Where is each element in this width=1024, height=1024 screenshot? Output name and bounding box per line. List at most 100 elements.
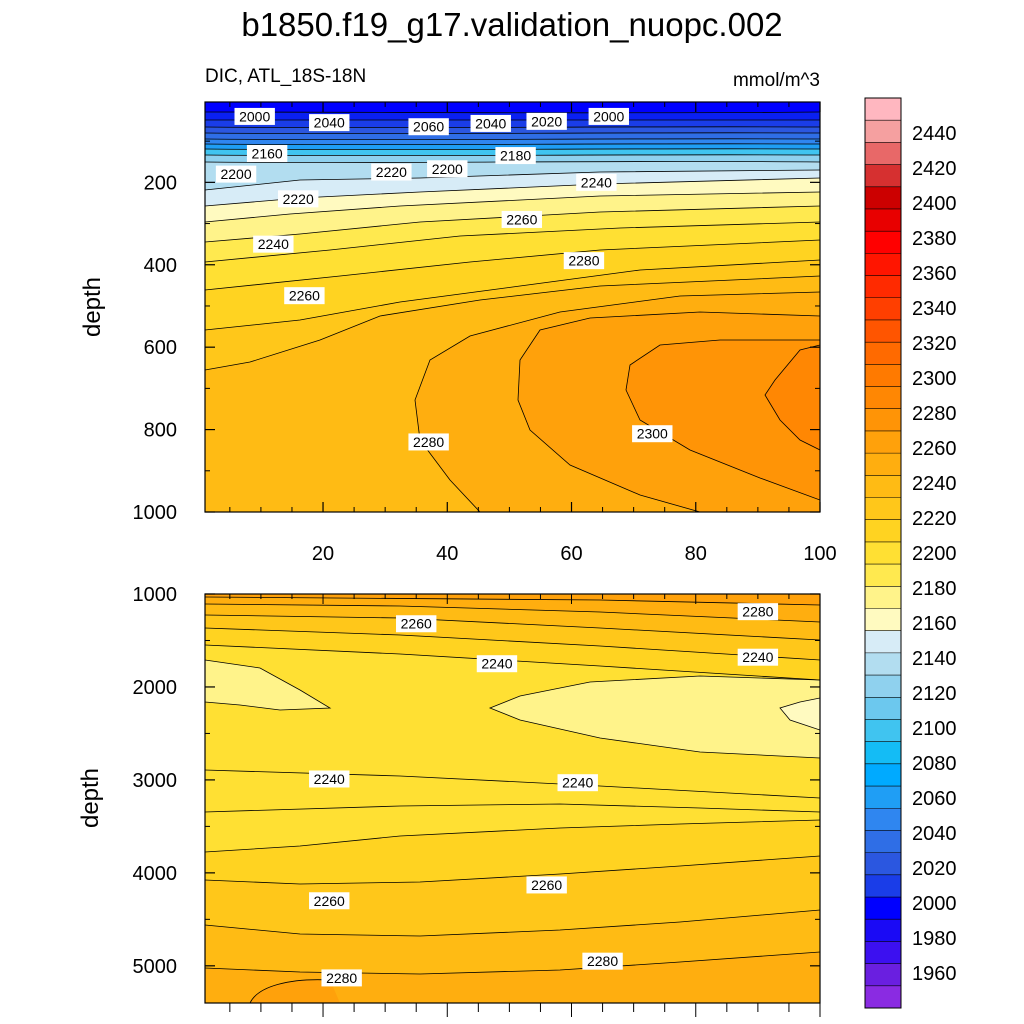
- colorbar-swatch: [865, 541, 901, 565]
- upper-contour-line: [414, 291, 820, 512]
- colorbar-label: 2440: [912, 123, 957, 145]
- contour-label: 2280: [742, 604, 773, 620]
- colorbar-swatch: [865, 253, 901, 276]
- colorbar-swatch: [865, 985, 901, 1009]
- upper-band-2060: [205, 127, 820, 133]
- lower-contour-line: [205, 909, 820, 937]
- colorbar-label: 2060: [912, 788, 957, 810]
- colorbar-swatch: [865, 697, 901, 720]
- colorbar-swatch: [865, 386, 901, 410]
- upper-contour-line: [205, 191, 820, 223]
- colorbar-swatch: [865, 630, 901, 654]
- contour-label: 2240: [562, 775, 593, 791]
- contour-label: 2260: [531, 877, 562, 893]
- lower-contour-line: [205, 803, 820, 813]
- contour-label: 2240: [742, 649, 773, 665]
- colorbar-swatch: [865, 608, 901, 631]
- colorbar-label: 2400: [912, 193, 957, 215]
- contour-label-box: [588, 107, 629, 125]
- colorbar-swatch: [865, 430, 901, 454]
- lower-contour-line: [488, 675, 820, 759]
- upper-y-axis-label: depth: [79, 277, 106, 337]
- lower-band-2270: [205, 604, 820, 640]
- lower-band-2280-deep: [205, 952, 820, 1003]
- contour-label-box: [309, 892, 350, 910]
- colorbar-label: 2280: [912, 403, 957, 425]
- lower-band-2290-deep: [250, 979, 340, 1003]
- upper-band-2100: [205, 139, 820, 144]
- upper-x-tick-label: 40: [436, 543, 458, 565]
- colorbar-label: 2320: [912, 333, 957, 355]
- colorbar-swatch: [865, 675, 901, 698]
- colorbar-swatch: [865, 364, 901, 387]
- contour-label-box: [408, 433, 449, 451]
- colorbar-label: 2360: [912, 263, 957, 285]
- upper-contour-line: [205, 177, 820, 207]
- upper-band-2240: [205, 222, 820, 290]
- contour-label-box: [215, 165, 257, 183]
- upper-y-tick-label: 800: [144, 420, 177, 442]
- contour-label: 2000: [239, 108, 270, 124]
- lower-y-tick-label: 3000: [133, 770, 178, 792]
- upper-band-2020: [205, 112, 820, 120]
- contour-label: 2260: [314, 893, 345, 909]
- contour-label-box: [476, 655, 518, 673]
- colorbar-swatch: [865, 741, 901, 765]
- upper-x-tick-label: 60: [560, 543, 582, 565]
- contour-label-box: [309, 114, 350, 132]
- lower-y-tick-label: 2000: [133, 677, 178, 699]
- colorbar-label: 2000: [912, 893, 957, 915]
- colorbar-swatch: [865, 408, 901, 432]
- colorbar-swatch: [865, 652, 901, 676]
- contour-label-box: [427, 160, 468, 178]
- contour-label-box: [234, 107, 275, 125]
- upper-band-2220: [205, 206, 820, 262]
- contour-label-box: [371, 163, 412, 181]
- contour-label-box: [582, 952, 623, 970]
- contour-label-box: [277, 190, 319, 208]
- upper-band-2080: [205, 133, 820, 139]
- contour-label-box: [284, 287, 325, 305]
- lower-contour-line: [205, 951, 820, 975]
- colorbar-swatch: [865, 475, 901, 498]
- upper-band-2040: [205, 120, 820, 127]
- colorbar-label: 2080: [912, 753, 957, 775]
- contour-label: 2040: [314, 115, 345, 131]
- contour-label-box: [737, 648, 779, 666]
- colorbar-swatch: [865, 874, 901, 898]
- upper-band-2120: [205, 144, 820, 149]
- upper-contour-line: [764, 344, 820, 451]
- colorbar-swatch: [865, 808, 901, 831]
- upper-contour-line: [517, 311, 820, 512]
- contour-label-box: [526, 112, 567, 130]
- colorbar-swatch: [865, 98, 901, 121]
- upper-x-tick-label: 20: [312, 543, 334, 565]
- colorbar-label: 2220: [912, 508, 957, 530]
- colorbar-label: 2200: [912, 543, 957, 565]
- upper-contour-line: [205, 169, 820, 191]
- colorbar: 2440 2420 2400 2380 2360 2340 2320 2300 2280 2260…: [864, 97, 957, 1009]
- contour-label: 2260: [289, 288, 320, 304]
- colorbar-label: 1980: [912, 928, 957, 950]
- contour-label: 2280: [413, 434, 444, 450]
- contour-label-box: [253, 235, 294, 253]
- contour-label: 2060: [413, 119, 444, 135]
- colorbar-swatch: [865, 297, 901, 321]
- contour-label: 2240: [314, 771, 345, 787]
- colorbar-frame: [864, 97, 902, 1009]
- contour-label-box: [495, 147, 536, 165]
- colorbar-swatch: [865, 919, 901, 942]
- contour-label: 2200: [432, 161, 463, 177]
- lower-band-2280: [205, 597, 820, 622]
- upper-contour-line: [205, 132, 820, 135]
- colorbar-swatch: [865, 120, 901, 143]
- colorbar-swatch: [865, 852, 901, 876]
- upper-frame: [204, 101, 821, 513]
- colorbar-label: 2240: [912, 473, 957, 495]
- upper-contour-line: [205, 111, 820, 114]
- contour-label: 2220: [376, 164, 407, 180]
- upper-contour-line: [205, 143, 820, 146]
- colorbar-label: 2040: [912, 823, 957, 845]
